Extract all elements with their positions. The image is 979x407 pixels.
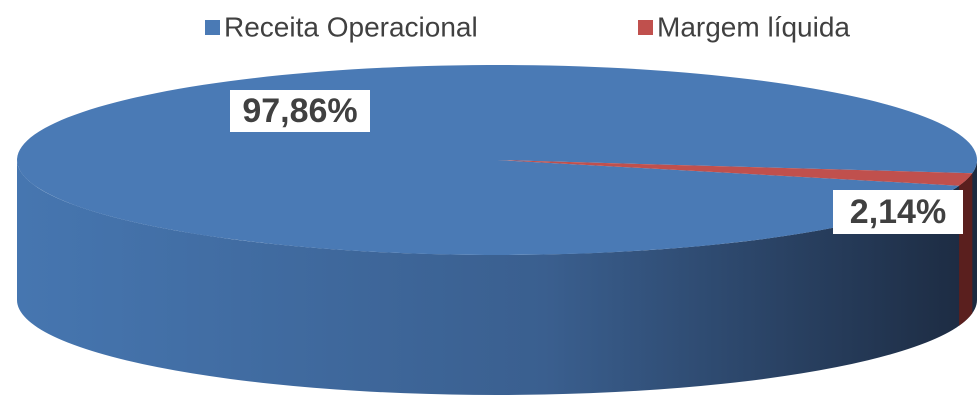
pie-side: [17, 160, 977, 395]
legend-label: Margem líquida: [657, 11, 850, 42]
legend-label: Receita Operacional: [224, 11, 478, 42]
legend-swatch: [638, 20, 653, 35]
label-box: [230, 90, 370, 132]
data-label: 2,14%: [850, 193, 946, 231]
legend-swatch: [205, 20, 220, 35]
data-label: 97,86%: [242, 92, 357, 130]
label-box: [833, 190, 963, 234]
pie-slice: [497, 160, 973, 186]
